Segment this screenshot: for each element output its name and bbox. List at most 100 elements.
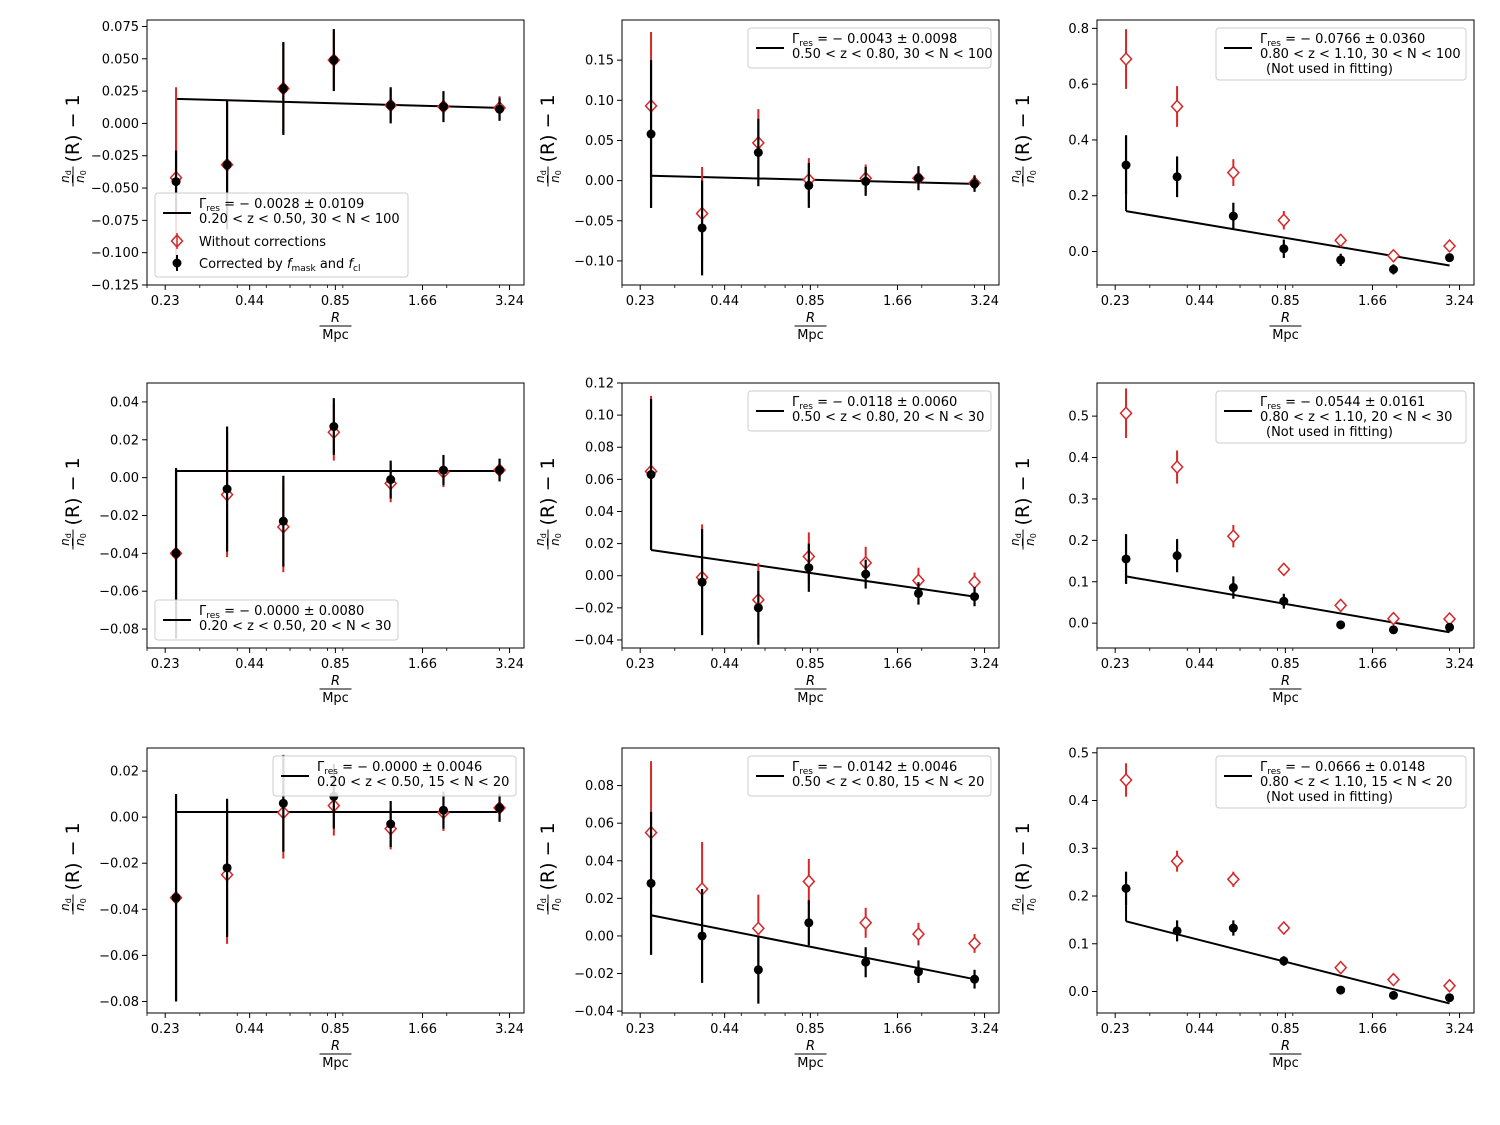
uncorrected-point <box>1119 772 1133 788</box>
x-tick-label: 0.44 <box>235 294 264 309</box>
corrected-point <box>1336 985 1346 995</box>
y-label-numerator: nd <box>1008 170 1023 183</box>
legend-box <box>1215 27 1467 81</box>
corrected-point <box>861 569 871 579</box>
x-tick-label: 1.66 <box>1358 1022 1387 1037</box>
x-label-denominator: Mpc <box>322 328 349 343</box>
x-tick-label: 3.24 <box>970 1022 999 1037</box>
y-label-n: n <box>1008 175 1022 183</box>
y-label-sub-d: d <box>1014 533 1023 538</box>
corrected-point <box>495 104 505 114</box>
subplot-6: 0.0 0.1 0.2 0.3 0.4 0.5 0.23 0.44 0.85 1.66 3.24 RM… <box>1008 382 1475 706</box>
y-label-rest: (R) − 1 <box>1012 822 1034 890</box>
uncorrected-point <box>859 915 873 930</box>
corrected-point <box>861 176 871 186</box>
x-tick-label: 0.85 <box>321 294 350 309</box>
corrected-point <box>1445 253 1455 263</box>
legend-box <box>154 192 409 278</box>
legend-gamma-text: Γres = − 0.0766 ± 0.0360 <box>1260 32 1425 49</box>
gamma-symbol: Γ <box>317 760 325 775</box>
y-tick-label: −0.06 <box>99 949 139 964</box>
gamma-subscript: res <box>1267 767 1281 777</box>
gamma-value: = − 0.0000 ± 0.0080 <box>220 604 364 619</box>
gamma-value: = − 0.0666 ± 0.0148 <box>1281 760 1425 775</box>
legend-gamma-text: Γres = − 0.0043 ± 0.0098 <box>792 32 957 49</box>
y-label-sub-d: d <box>64 170 73 175</box>
corrected-point <box>804 180 814 190</box>
legend-box <box>747 390 992 432</box>
legend-gamma-text: Γres = − 0.0000 ± 0.0080 <box>199 604 364 621</box>
legend-box <box>747 755 992 797</box>
corrected-point <box>1172 926 1182 936</box>
y-tick-label: −0.04 <box>574 633 614 648</box>
corrected-point <box>386 100 396 110</box>
gamma-value: = − 0.0043 ± 0.0098 <box>813 32 957 47</box>
corrected-point <box>222 863 232 873</box>
x-label-denominator: Mpc <box>797 328 824 343</box>
x-tick-label: 3.24 <box>970 657 999 672</box>
uncorrected-point <box>1226 165 1240 180</box>
y-tick-label: −0.10 <box>574 254 614 269</box>
x-label-numerator: R <box>1281 674 1290 689</box>
y-label-rest: (R) − 1 <box>62 457 84 525</box>
subplot-3: 0.0 0.2 0.4 0.6 0.8 0.23 0.44 0.85 1.66 3.24 R Mpc n… <box>1008 19 1475 343</box>
x-tick-label: 0.44 <box>710 657 739 672</box>
x-tick-label: 1.66 <box>1358 657 1387 672</box>
x-label-numerator: R <box>331 674 340 689</box>
y-tick-label: 0.02 <box>110 765 139 780</box>
gamma-subscript: res <box>1267 402 1281 412</box>
y-tick-label: −0.050 <box>91 182 139 197</box>
legend-note-text: (Not used in fitting) <box>1266 425 1393 440</box>
corrected-point <box>1336 620 1346 630</box>
x-tick-label: 0.85 <box>1271 657 1300 672</box>
x-tick-label: 0.23 <box>626 1022 655 1037</box>
y-tick-label: 0.2 <box>1068 534 1089 549</box>
gamma-subscript: res <box>1267 39 1281 49</box>
y-label-numerator: nd <box>533 170 548 183</box>
x-label-denominator: Mpc <box>1272 691 1299 706</box>
uncorrected-point <box>1334 960 1348 975</box>
uncorrected-point <box>1334 233 1348 248</box>
corrected-point <box>171 548 181 558</box>
gamma-subscript: res <box>799 402 813 412</box>
corrected-point <box>753 148 763 157</box>
legend-uncorrected-label: Without corrections <box>199 235 326 250</box>
y-label-rest: (R) − 1 <box>62 822 84 890</box>
x-tick-label: 0.85 <box>321 1022 350 1037</box>
corrected-point <box>278 84 288 94</box>
x-tick-label: 1.66 <box>408 1022 437 1037</box>
corrected-point <box>171 177 181 187</box>
x-tick-label: 1.66 <box>1358 294 1387 309</box>
corrected-point <box>1388 264 1398 274</box>
y-label-numerator: nd <box>1008 898 1023 911</box>
corrected-point <box>1121 554 1131 564</box>
y-label-numerator: nd <box>58 533 73 546</box>
corrected-point <box>804 563 814 573</box>
y-tick-label: 0.3 <box>1068 492 1089 507</box>
corrected-point <box>438 465 448 475</box>
y-label-n: n <box>533 538 547 546</box>
y-label-numerator: nd <box>1008 533 1023 546</box>
y-label-rest: (R) − 1 <box>537 822 559 890</box>
legend-gamma-text: Γres = − 0.0028 ± 0.0109 <box>199 197 364 214</box>
corrected-point <box>913 588 923 598</box>
fit-line <box>650 549 975 598</box>
y-label-rest: (R) − 1 <box>537 457 559 525</box>
x-tick-label: 0.85 <box>321 657 350 672</box>
y-label-sub-d: d <box>1014 170 1023 175</box>
uncorrected-point <box>1386 248 1400 263</box>
corrected-point <box>222 160 232 170</box>
gamma-symbol: Γ <box>1260 760 1268 775</box>
cl-subscript: cl <box>353 264 360 274</box>
corrected-point <box>804 918 814 928</box>
x-tick-label: 0.85 <box>796 294 825 309</box>
x-tick-label: 0.85 <box>796 1022 825 1037</box>
